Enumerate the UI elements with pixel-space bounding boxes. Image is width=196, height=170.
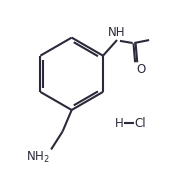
Text: Cl: Cl (134, 117, 146, 130)
Text: NH: NH (108, 26, 126, 39)
Text: NH$_2$: NH$_2$ (26, 150, 50, 165)
Text: H: H (115, 117, 123, 130)
Text: O: O (136, 63, 145, 76)
